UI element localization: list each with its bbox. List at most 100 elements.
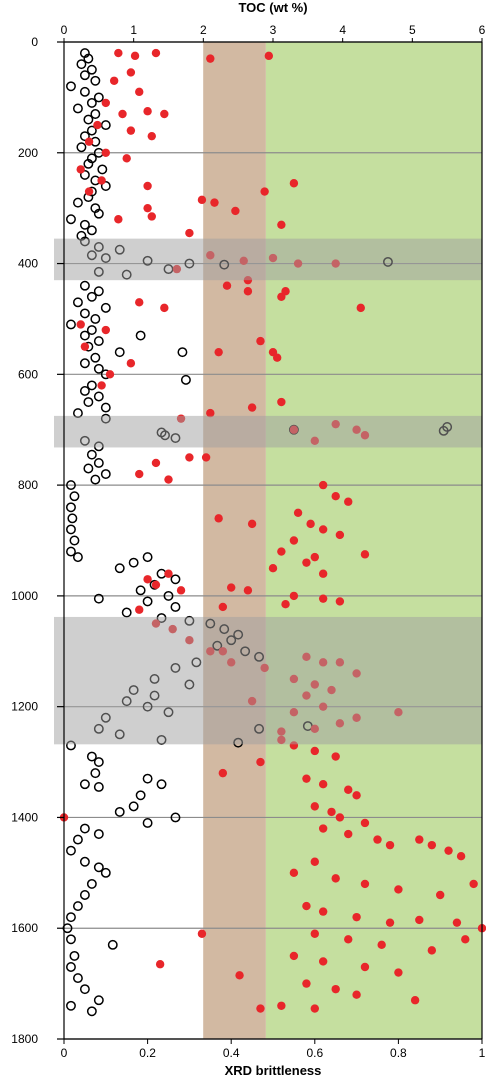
toc-point-68 [93,391,104,402]
brittleness-point-137 [344,829,353,839]
brittleness-point-148 [394,885,403,894]
toc-point-10 [72,103,83,114]
toc-point-81 [86,449,97,460]
brittleness-point-91 [243,586,253,595]
brittleness-point-158 [310,929,319,938]
toc-point-30 [66,214,76,225]
toc-point-51 [79,308,90,319]
toc-point-83 [83,463,94,474]
brittleness-point-13 [126,126,136,135]
brittleness-point-71 [331,491,340,501]
brittleness-point-149 [436,890,445,900]
y-tick-label-9: 1800 [11,1032,38,1046]
toc-point-15 [79,131,90,142]
toc-point-105 [121,607,132,618]
top-tick-label-2: 2 [200,23,207,37]
toc-point-3 [86,64,97,75]
brittleness-point-160 [377,940,386,950]
toc-point-148 [79,856,90,867]
toc-point-143 [142,818,153,828]
brittleness-point-16 [101,148,111,157]
brittleness-point-133 [335,813,345,822]
toc-point-27 [72,197,83,208]
brittleness-point-131 [310,802,319,811]
toc-point-93 [72,552,83,563]
brittleness-point-31 [185,228,194,238]
toc-point-65 [180,374,191,385]
brittleness-point-30 [277,220,286,229]
toc-point-147 [66,845,76,856]
brittleness-point-169 [155,960,165,969]
brittleness-point-86 [143,575,152,584]
brittleness-point-82 [360,550,370,559]
brittleness-point-170 [302,979,311,988]
toc-point-134 [90,768,101,779]
brittleness-point-69 [201,453,211,462]
toc-point-47 [93,286,104,297]
brittleness-point-25 [260,187,269,196]
brittleness-point-79 [289,536,299,545]
toc-point-9 [86,97,97,108]
toc-point-31 [79,219,90,230]
brittleness-point-126 [218,768,228,778]
brittleness-point-89 [176,586,186,595]
brittleness-point-80 [277,547,286,556]
toc-point-6 [66,81,76,92]
y-tick-label-2: 400 [18,257,38,271]
toc-point-20 [83,158,94,169]
toc-point-59 [114,347,125,358]
toc-point-92 [66,546,76,557]
toc-point-154 [66,912,76,923]
brittleness-point-27 [114,215,123,224]
brittleness-point-77 [318,525,328,534]
toc-point-52 [90,313,101,324]
y-tick-label-0: 0 [31,35,38,49]
brittleness-point-44 [160,303,169,313]
toc-point-101 [163,590,174,601]
top-axis-title: TOC (wt %) [238,0,307,15]
brittleness-point-75 [247,519,257,529]
brittleness-point-166 [360,962,370,972]
brittleness-point-12 [93,120,102,130]
toc-point-132 [86,751,97,762]
toc-point-150 [100,867,111,878]
toc-point-2 [76,59,87,70]
brittleness-point-143 [456,852,466,861]
toc-point-50 [100,302,111,313]
bottom-tick-label-0: 0 [61,1046,68,1060]
toc-point-135 [79,779,90,790]
brittleness-point-43 [135,298,144,307]
brittleness-point-159 [344,935,353,944]
brittleness-point-142 [444,846,453,855]
brittleness-point-153 [352,912,361,922]
brittleness-point-88 [164,569,173,578]
toc-point-103 [142,596,153,607]
toc-point-32 [86,225,97,236]
bottom-axis-title: XRD brittleness [225,1063,322,1078]
brittleness-point-165 [318,957,328,966]
bottom-tick-label-4: 0.8 [390,1046,407,1060]
brittleness-point-7 [135,87,144,97]
toc-point-160 [72,973,83,984]
toc-point-138 [156,779,167,790]
toc-point-142 [170,812,181,823]
brittleness-point-93 [318,594,328,603]
brittleness-point-87 [151,580,161,590]
toc-point-133 [93,757,104,768]
brittleness-point-81 [310,552,319,562]
toc-point-60 [90,352,101,363]
y-tick-label-8: 1600 [11,921,38,935]
toc-point-57 [93,336,104,347]
brittleness-point-76 [306,519,315,529]
top-tick-label-6: 6 [479,23,486,37]
toc-point-104 [170,602,181,612]
brittleness-point-129 [344,785,353,794]
brittleness-point-29 [231,206,240,216]
brittleness-point-146 [331,874,340,883]
brittleness-point-58 [206,408,215,418]
brittleness-point-19 [97,176,106,185]
brittleness-point-68 [164,475,173,484]
toc-point-63 [93,363,104,374]
toc-point-95 [128,557,139,568]
toc-point-67 [79,386,90,396]
